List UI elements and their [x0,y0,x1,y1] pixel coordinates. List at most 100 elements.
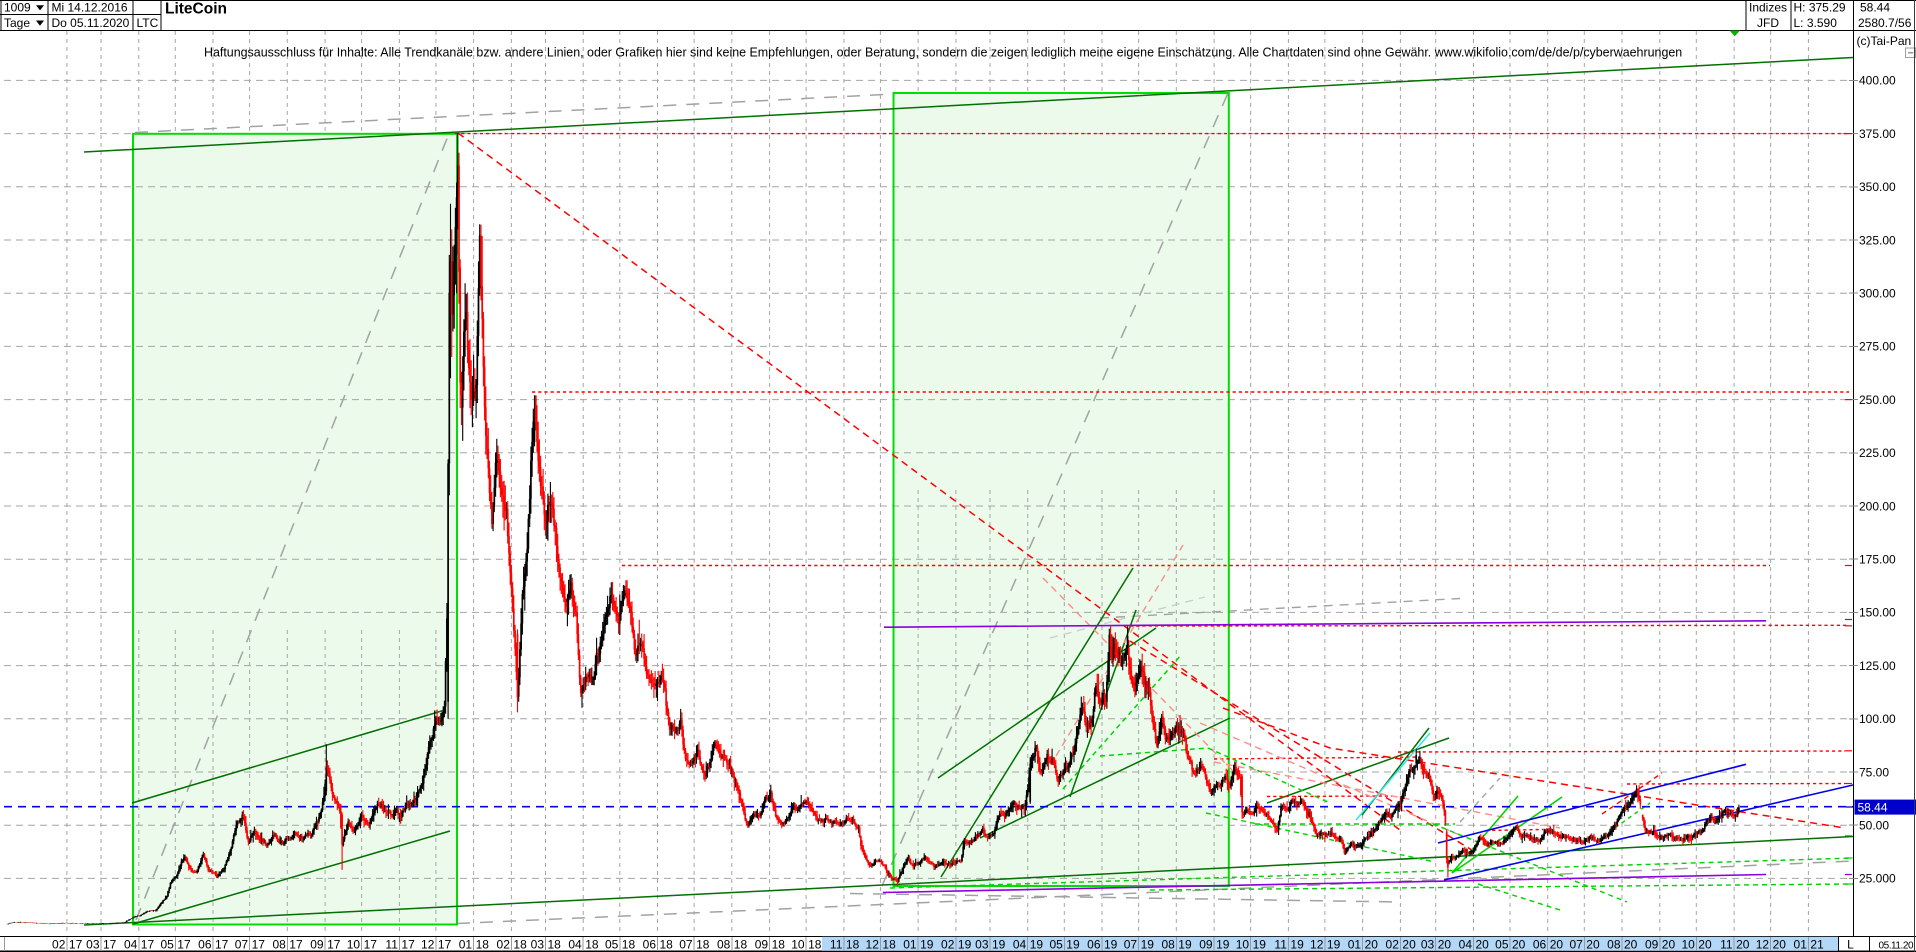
svg-text:18: 18 [772,938,786,952]
svg-text:10: 10 [1681,938,1695,952]
svg-text:125.00: 125.00 [1859,659,1896,673]
svg-text:19: 19 [1104,938,1118,952]
svg-text:20: 20 [1438,938,1452,952]
svg-text:LTC: LTC [137,16,159,30]
svg-text:10: 10 [347,938,361,952]
svg-text:18: 18 [513,938,527,952]
svg-text:09: 09 [1645,938,1659,952]
svg-text:20: 20 [1698,938,1712,952]
svg-text:Indizes: Indizes [1749,1,1787,15]
svg-text:02: 02 [1386,938,1400,952]
svg-text:18: 18 [660,938,674,952]
svg-text:05: 05 [160,938,174,952]
svg-text:19: 19 [1290,938,1304,952]
svg-text:19: 19 [1066,938,1080,952]
svg-text:02: 02 [497,938,511,952]
svg-text:08: 08 [1607,938,1621,952]
svg-text:17: 17 [289,938,303,952]
svg-text:250.00: 250.00 [1859,393,1896,407]
svg-text:11: 11 [1274,938,1287,952]
svg-text:19: 19 [1253,938,1267,952]
svg-text:04: 04 [1013,938,1027,952]
svg-text:Haftungsausschluss für Inhalte: Haftungsausschluss für Inhalte: Alle Tre… [204,46,1682,60]
svg-text:18: 18 [585,938,599,952]
svg-text:20: 20 [1773,938,1787,952]
svg-text:19: 19 [992,938,1006,952]
svg-text:12: 12 [421,938,435,952]
svg-text:JFD: JFD [1757,16,1779,30]
svg-text:04: 04 [568,938,582,952]
svg-text:19: 19 [1327,938,1341,952]
svg-text:17: 17 [103,938,117,952]
svg-text:350.00: 350.00 [1859,180,1896,194]
svg-text:10: 10 [1236,938,1250,952]
svg-text:75.00: 75.00 [1859,765,1889,779]
svg-text:10: 10 [791,938,805,952]
svg-text:50.00: 50.00 [1859,819,1889,833]
svg-text:06: 06 [1533,938,1547,952]
svg-text:19: 19 [920,938,934,952]
svg-text:18: 18 [622,938,636,952]
svg-text:19: 19 [1216,938,1230,952]
svg-text:05: 05 [605,938,619,952]
svg-text:L: 3.590: L: 3.590 [1794,16,1838,30]
svg-text:58.44: 58.44 [1860,1,1890,15]
svg-text:17: 17 [215,938,229,952]
svg-text:100.00: 100.00 [1859,712,1896,726]
svg-text:09: 09 [310,938,324,952]
svg-text:05: 05 [1495,938,1509,952]
svg-text:03: 03 [1421,938,1435,952]
svg-text:18: 18 [548,938,562,952]
svg-text:08: 08 [272,938,286,952]
svg-text:20: 20 [1662,938,1676,952]
svg-text:20: 20 [1365,938,1379,952]
svg-text:02: 02 [941,938,955,952]
svg-text:01: 01 [1348,938,1362,952]
svg-text:21: 21 [1810,938,1824,952]
svg-text:08: 08 [1161,938,1175,952]
svg-text:19: 19 [1030,938,1044,952]
svg-text:07: 07 [679,938,693,952]
svg-text:LiteCoin: LiteCoin [165,0,227,17]
svg-text:02: 02 [52,938,66,952]
svg-text:17: 17 [69,938,83,952]
svg-text:20: 20 [1736,938,1750,952]
svg-text:20: 20 [1624,938,1638,952]
svg-text:11: 11 [830,938,843,952]
svg-text:18: 18 [476,938,490,952]
svg-text:05.11.20: 05.11.20 [1879,940,1914,951]
svg-text:01: 01 [1794,938,1808,952]
svg-text:25.000: 25.000 [1859,872,1896,886]
svg-text:06: 06 [198,938,212,952]
svg-text:12: 12 [866,938,880,952]
svg-text:17: 17 [141,938,155,952]
svg-text:17: 17 [364,938,378,952]
svg-text:275.00: 275.00 [1859,340,1896,354]
svg-text:18: 18 [696,938,710,952]
svg-text:03: 03 [975,938,989,952]
svg-text:04: 04 [124,938,138,952]
svg-text:18: 18 [846,938,860,952]
svg-text:200.00: 200.00 [1859,499,1896,513]
svg-text:400.00: 400.00 [1859,74,1896,88]
svg-text:12: 12 [1756,938,1770,952]
svg-text:07: 07 [1569,938,1583,952]
svg-text:225.00: 225.00 [1859,446,1896,460]
svg-text:20: 20 [1512,938,1526,952]
svg-text:(c)Tai-Pan: (c)Tai-Pan [1857,34,1912,48]
svg-text:18: 18 [882,938,896,952]
svg-text:19: 19 [958,938,972,952]
svg-text:06: 06 [643,938,657,952]
svg-text:19: 19 [1178,938,1192,952]
svg-text:11: 11 [385,938,398,952]
svg-text:19: 19 [1141,938,1155,952]
svg-text:06: 06 [1087,938,1101,952]
svg-text:H: 375.29: H: 375.29 [1794,1,1846,15]
svg-text:58.44: 58.44 [1858,801,1888,815]
svg-text:1009: 1009 [4,1,31,15]
svg-text:375.00: 375.00 [1859,127,1896,141]
svg-text:Mi 14.12.2016: Mi 14.12.2016 [52,1,128,15]
svg-text:01: 01 [903,938,917,952]
svg-text:17: 17 [401,938,415,952]
svg-text:Do 05.11.2020: Do 05.11.2020 [52,16,130,30]
